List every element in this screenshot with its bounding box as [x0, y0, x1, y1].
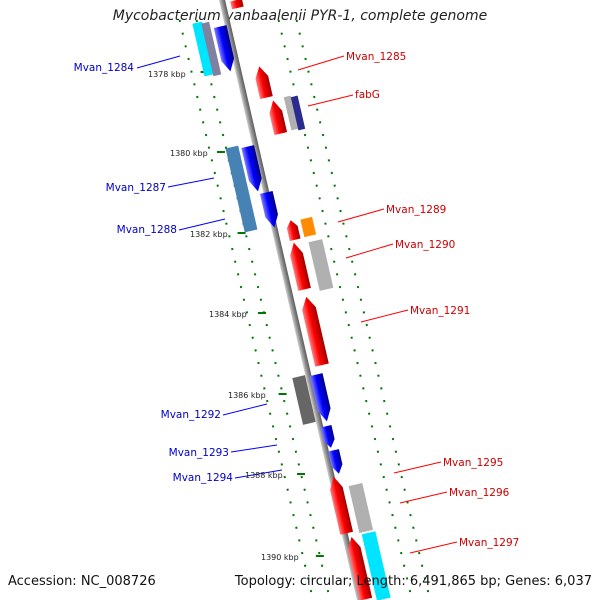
genome-backbone [216, 0, 366, 600]
tick-label: 1388 kbp [245, 471, 283, 480]
gene-feature [286, 220, 301, 241]
gene-label-mvan-1293[interactable]: Mvan_1293 [169, 447, 229, 459]
guide-line [277, 19, 413, 600]
gene-label-mvan-1288[interactable]: Mvan_1288 [117, 224, 177, 236]
gene-shape [283, 95, 299, 131]
gene-feature [283, 95, 299, 131]
gene-feature [292, 375, 316, 425]
gene-feature [348, 483, 374, 533]
tick-label: 1386 kbp [228, 391, 266, 400]
gene-shape [241, 145, 262, 192]
guide-line [195, 19, 331, 600]
gene-label-mvan-1294[interactable]: Mvan_1294 [173, 472, 234, 484]
gene-shape [328, 449, 343, 474]
label-connectors [136, 55, 458, 554]
gene-label-mvan-1289[interactable]: Mvan_1289 [386, 204, 446, 216]
gene-feature [259, 191, 278, 228]
label-connector [337, 208, 385, 223]
backbone-bar [216, 0, 366, 600]
gene-feature [302, 296, 329, 367]
label-connector [399, 491, 448, 504]
tick-label: 1384 kbp [209, 310, 247, 319]
gene-shape [308, 239, 334, 291]
gene-label-fabg[interactable]: fabG [355, 89, 380, 101]
backbone-group [216, 0, 366, 600]
tick-label: 1390 kbp [261, 553, 299, 562]
label-connector [167, 177, 215, 188]
label-connector [393, 461, 442, 474]
label-connector [307, 94, 354, 107]
label-connector [409, 541, 458, 554]
gene-shape [192, 21, 215, 77]
gene-feature [320, 425, 335, 448]
gene-feature [300, 216, 317, 238]
gene-feature [269, 100, 288, 136]
genome-summary: Topology: circular; Length: 6,491,865 bp… [234, 574, 592, 589]
gene-feature [308, 239, 334, 291]
label-connector [234, 469, 283, 479]
gene-shape [347, 536, 373, 600]
gene-shape [269, 100, 288, 136]
gene-feature [225, 145, 258, 233]
gene-feature [290, 242, 311, 291]
label-connector [178, 218, 226, 231]
gene-feature [347, 536, 373, 600]
guide-line [178, 19, 314, 600]
gene-shape [330, 476, 353, 535]
gene-feature [213, 25, 235, 72]
gene-shape [255, 66, 273, 100]
gene-feature [309, 373, 331, 422]
gene-shape [361, 531, 391, 600]
gene-feature [330, 476, 353, 535]
label-connector [297, 55, 345, 71]
tick-label: 1382 kbp [190, 230, 228, 239]
gene-shape [230, 0, 244, 10]
gene-label-mvan-1297[interactable]: Mvan_1297 [459, 537, 519, 549]
gene-shape [259, 191, 278, 228]
gene-shape [290, 95, 306, 131]
tick-label: 1378 kbp [148, 70, 186, 79]
gene-features [192, 0, 391, 600]
gene-feature [192, 21, 215, 77]
gene-shape [300, 216, 317, 238]
gene-feature [230, 0, 244, 10]
forward-gene-labels: Mvan_1284 Mvan_1287 Mvan_1288 Mvan_1292 … [74, 62, 234, 484]
gene-shape [292, 375, 316, 425]
label-connector [136, 55, 181, 69]
gene-feature [241, 145, 262, 192]
label-connector [360, 309, 409, 323]
gene-shape [201, 21, 222, 77]
gene-label-mvan-1284[interactable]: Mvan_1284 [74, 62, 135, 74]
accession-label: Accession: NC_008726 [8, 574, 156, 589]
gene-feature [361, 531, 391, 600]
gene-shape [309, 373, 331, 422]
label-connector [230, 444, 278, 453]
guide-line [295, 19, 431, 600]
gene-label-mvan-1290[interactable]: Mvan_1290 [395, 239, 455, 251]
kbp-tick-labels: 1378 kbp 1380 kbp 1382 kbp 1384 kbp 1386… [148, 70, 299, 562]
gene-label-mvan-1291[interactable]: Mvan_1291 [410, 305, 470, 317]
gene-feature [328, 449, 343, 474]
label-connector [222, 403, 268, 416]
gene-shape [302, 296, 329, 367]
gene-shape [213, 25, 235, 72]
label-connector [345, 243, 394, 259]
gene-label-mvan-1285[interactable]: Mvan_1285 [346, 51, 406, 63]
gene-label-mvan-1292[interactable]: Mvan_1292 [161, 409, 221, 421]
gene-label-mvan-1287[interactable]: Mvan_1287 [106, 182, 166, 194]
gene-label-mvan-1295[interactable]: Mvan_1295 [443, 457, 503, 469]
gene-shape [348, 483, 374, 533]
tick-label: 1380 kbp [170, 149, 208, 158]
gene-shape [290, 242, 311, 291]
gene-shape [320, 425, 335, 448]
gene-shape [225, 145, 258, 233]
gene-label-mvan-1296[interactable]: Mvan_1296 [449, 487, 510, 499]
gene-feature [201, 21, 222, 77]
reverse-gene-labels: Mvan_1285 fabG Mvan_1289 Mvan_1290 Mvan_… [346, 51, 519, 549]
map-title: Mycobacterium vanbaalenii PYR-1, complet… [112, 8, 488, 24]
gene-feature [255, 66, 273, 100]
gene-feature [290, 95, 306, 131]
gene-shape [286, 220, 301, 241]
